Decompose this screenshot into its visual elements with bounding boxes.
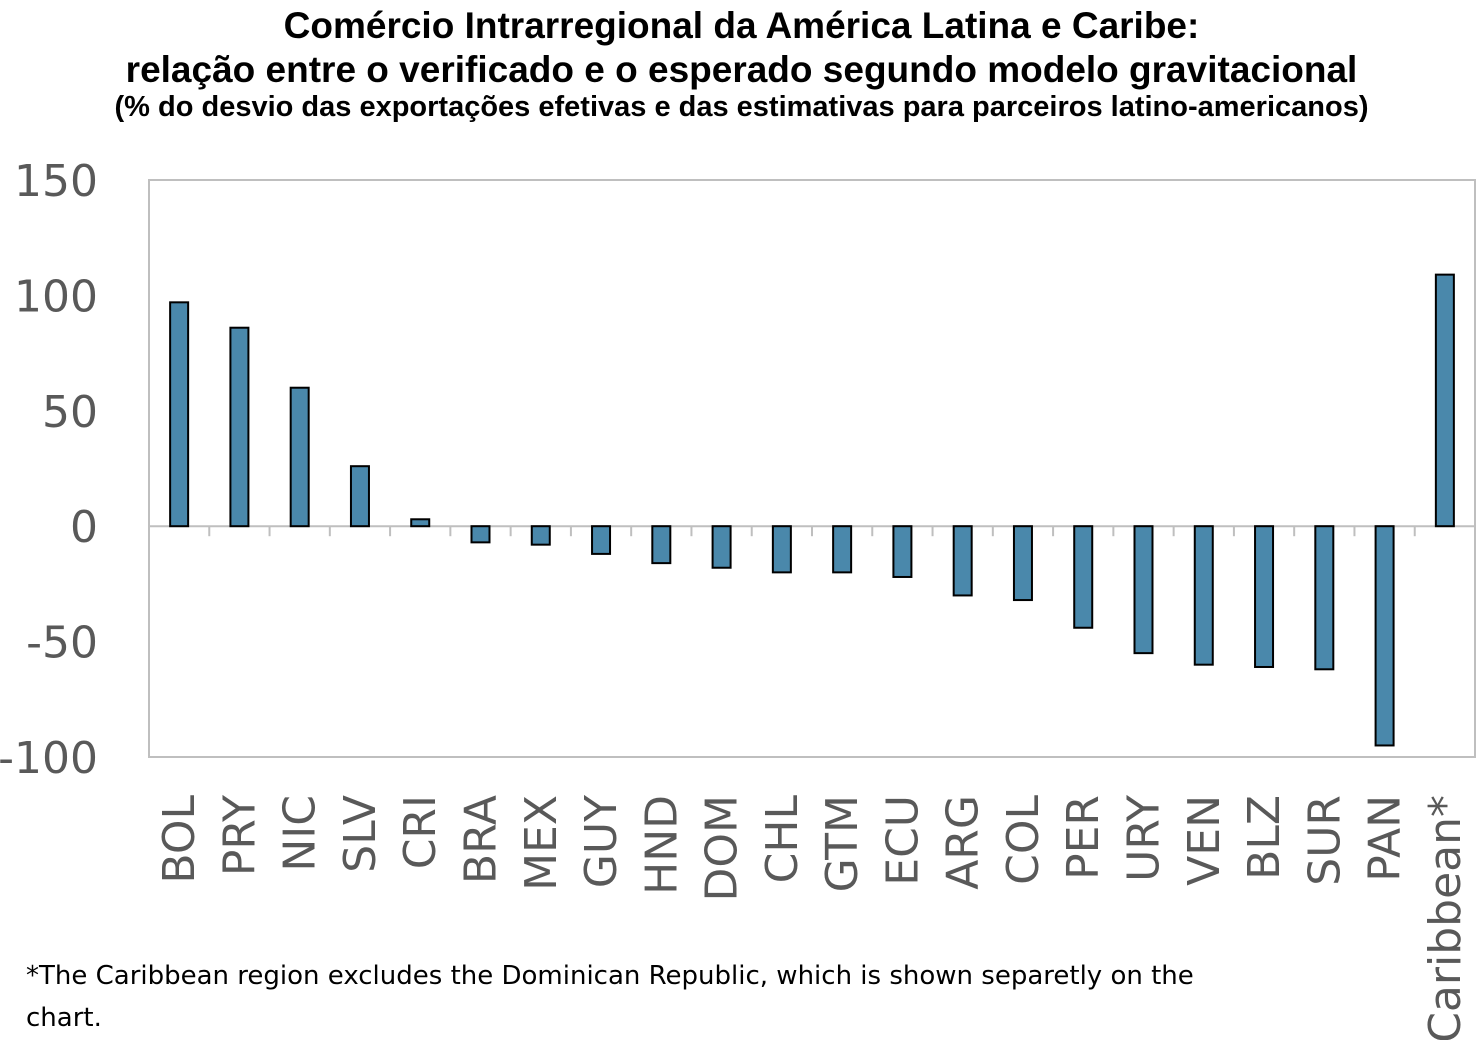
x-tick-label: PRY: [214, 795, 265, 876]
bar-pan: [1374, 525, 1395, 747]
x-tick-label: DOM: [697, 795, 748, 901]
x-tick-label: Caribbean*: [1420, 795, 1471, 1040]
y-tick-label: -50: [26, 618, 98, 669]
bar-cri: [410, 518, 431, 528]
x-tick-label: GUY: [576, 795, 627, 888]
y-tick-label: 150: [14, 156, 98, 207]
bar-hnd: [651, 525, 672, 565]
x-tick-label: CHL: [757, 795, 808, 884]
plot-area-border: [148, 179, 1476, 758]
bar-arg: [952, 525, 973, 597]
bar-mex: [530, 525, 551, 546]
x-tick-label: BLZ: [1239, 795, 1290, 880]
bar-slv: [349, 465, 370, 528]
chart-title-line-2: relação entre o verificado e o esperado …: [125, 49, 1358, 90]
x-tick-label: COL: [998, 795, 1049, 885]
y-tick-label: 50: [42, 387, 98, 438]
x-tick-label: GTM: [817, 795, 868, 892]
x-tick-label: PER: [1058, 795, 1109, 880]
x-tick-label: BOL: [154, 795, 205, 884]
x-tick-label: PAN: [1360, 795, 1411, 882]
bar-col: [1012, 525, 1033, 602]
bar-ecu: [892, 525, 913, 578]
x-tick-label: ARG: [938, 795, 989, 890]
bar-bra: [470, 525, 491, 544]
bar-dom: [711, 525, 732, 569]
bar-blz: [1254, 525, 1275, 668]
x-tick-label: NIC: [275, 795, 326, 872]
chart-title: Comércio Intrarregional da América Latin…: [0, 4, 1483, 122]
x-axis-ticks: [208, 526, 1416, 537]
bar-gtm: [832, 525, 853, 574]
y-tick-label: 0: [70, 502, 98, 553]
bar-chl: [771, 525, 792, 574]
bar-bol: [169, 301, 190, 528]
x-tick-label: CRI: [395, 795, 446, 869]
footnote: *The Caribbean region excludes the Domin…: [26, 961, 1194, 1033]
y-tick-label: -100: [0, 733, 98, 784]
plot-frame: [148, 179, 1476, 758]
x-axis-labels: BOL PRY NIC SLV CRI BRA MEX GUY HND DOM CHL GTM ECU A…: [154, 795, 1471, 1040]
y-tick-label: 100: [14, 271, 98, 322]
x-tick-label: ECU: [877, 795, 928, 886]
x-tick-label: BRA: [456, 795, 507, 884]
bars: [169, 273, 1455, 747]
bar-pry: [229, 326, 250, 528]
x-tick-label: SLV: [335, 795, 386, 873]
x-tick-label: SUR: [1299, 795, 1350, 886]
chart-title-line-1: Comércio Intrarregional da América Latin…: [283, 5, 1200, 46]
bar-sur: [1314, 525, 1335, 671]
x-tick-label: MEX: [516, 795, 567, 891]
bar-ven: [1193, 525, 1214, 666]
y-axis-ticks: 150 100 50 0 -50 -100: [0, 156, 98, 784]
bar-guy: [591, 525, 612, 555]
bar-per: [1073, 525, 1094, 629]
x-tick-label: URY: [1119, 795, 1170, 882]
bar-nic: [289, 386, 310, 528]
bar-ury: [1133, 525, 1154, 655]
bar-caribbean: [1434, 273, 1455, 528]
x-tick-label: VEN: [1179, 795, 1230, 886]
x-tick-label: HND: [636, 795, 687, 895]
chart-subtitle: (% do desvio das exportações efetivas e …: [114, 91, 1369, 123]
